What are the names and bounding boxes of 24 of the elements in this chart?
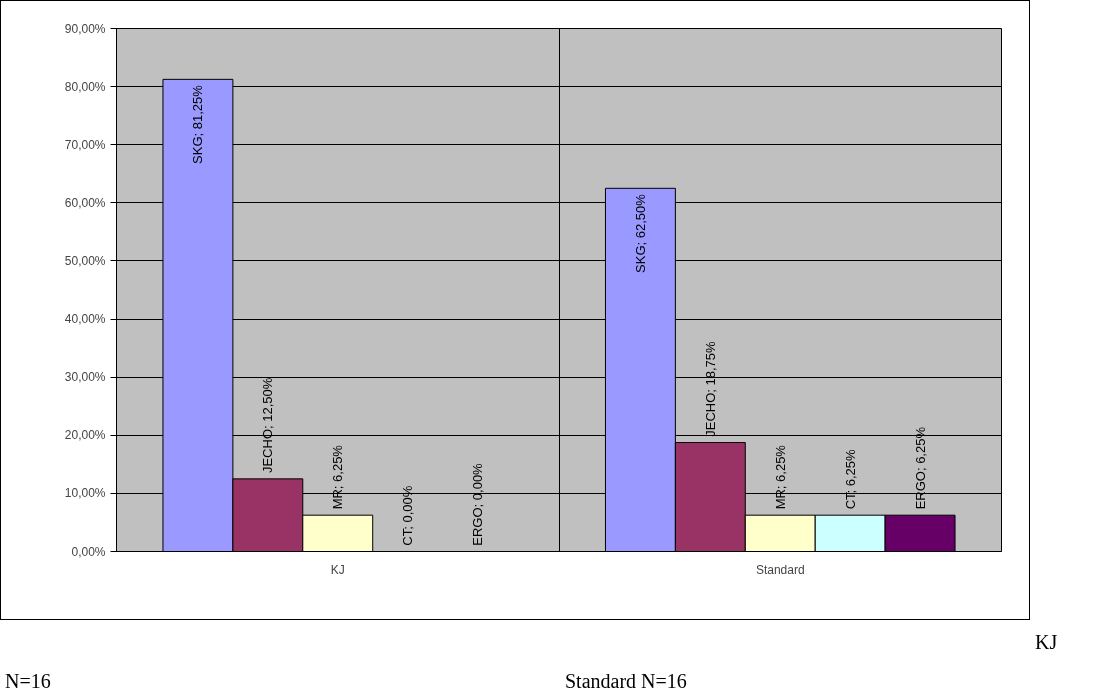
text: SKG; 62,50%: [632, 194, 648, 273]
text: CT; 0,00%: [400, 485, 416, 546]
y-tick-label: 60,00%: [64, 195, 106, 210]
y-tick-label: 10,00%: [64, 486, 106, 501]
text: Standard N=16: [565, 668, 687, 694]
y-tick-label: 90,00%: [64, 21, 106, 36]
text: CT; 6,25%: [842, 449, 858, 510]
y-tick-label: 80,00%: [64, 79, 106, 94]
text: ERGO; 0,00%: [470, 463, 486, 546]
x-tick-label: Standard: [755, 562, 805, 577]
y-tick-label: 50,00%: [64, 253, 106, 268]
text: MR; 6,25%: [772, 445, 788, 510]
text: ERGO; 6,25%: [912, 426, 928, 510]
text: MR; 6,25%: [330, 445, 346, 510]
text: JECHO; 12,50%: [260, 377, 276, 474]
text: KJ: [1035, 630, 1058, 655]
text: N=16: [5, 668, 51, 694]
y-tick-label: 70,00%: [64, 137, 106, 152]
y-tick-label: 30,00%: [64, 370, 106, 385]
text: JECHO; 18,75%: [702, 341, 718, 437]
y-tick-label: 0,00%: [71, 544, 106, 559]
y-tick-label: 20,00%: [64, 428, 106, 443]
y-tick-label: 40,00%: [64, 312, 106, 327]
text: SKG; 81,25%: [190, 85, 206, 164]
